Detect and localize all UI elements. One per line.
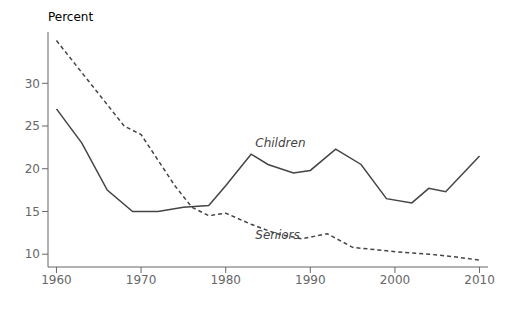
svg-text:1960: 1960 (41, 273, 72, 287)
svg-text:25: 25 (25, 119, 40, 133)
svg-text:30: 30 (25, 77, 40, 91)
html-text:Percent: Percent (48, 10, 94, 24)
svg-text:1990: 1990 (295, 273, 326, 287)
svg-text:20: 20 (25, 162, 40, 176)
svg-text:15: 15 (25, 205, 40, 219)
svg-text:2010: 2010 (464, 273, 495, 287)
svg-text:Seniors: Seniors (255, 228, 299, 242)
svg-text:1980: 1980 (210, 273, 241, 287)
svg-text:2000: 2000 (380, 273, 411, 287)
svg-text:1970: 1970 (126, 273, 157, 287)
svg-text:10: 10 (25, 247, 40, 261)
svg-text:Children: Children (255, 136, 305, 150)
